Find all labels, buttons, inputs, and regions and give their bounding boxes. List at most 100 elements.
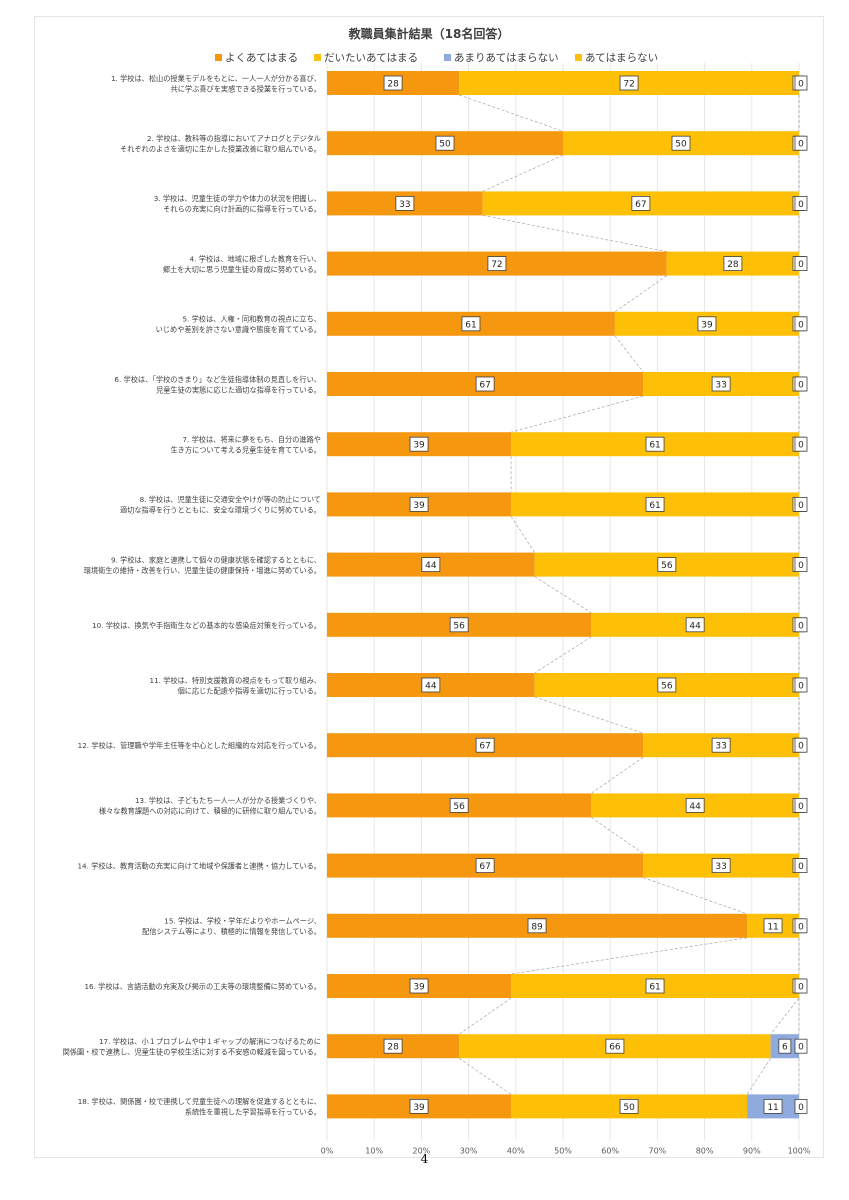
- data-label-q3-s2: 67: [635, 200, 646, 210]
- series-line-1-16: [458, 997, 512, 1035]
- category-label-18-line-2: 系統性を重視した学習指導を行っている。: [185, 1108, 321, 1117]
- data-label-box-q7-s2: [645, 436, 665, 452]
- data-label-box-q3-s1: [395, 195, 415, 211]
- data-label-box-q2-s2: [671, 135, 691, 151]
- series-line-1-2: [482, 154, 564, 192]
- legend-label-2: だいたいあてはまる: [324, 52, 418, 64]
- data-label-box-q4-s1: [487, 256, 507, 272]
- data-label-q4-s1: 72: [491, 260, 502, 270]
- category-label-7-line-1: 7. 学校は、将来に夢をもち、自分の進路や: [182, 435, 321, 444]
- data-label-box-q14-s2: [711, 858, 731, 873]
- data-label-box-q8-s1: [409, 496, 429, 512]
- series-line-1-6: [510, 395, 644, 433]
- data-label-q14-s1: 67: [479, 862, 490, 872]
- x-tick-label-10: 100%: [788, 1146, 811, 1155]
- legend-label-3: あまりあてはまらない: [454, 52, 559, 64]
- data-label-q8-s1: 39: [413, 501, 425, 511]
- data-label-q6-s1: 67: [479, 381, 490, 391]
- category-label-4-line-2: 郷土を大切に思う児童生徒の育成に努めている。: [163, 265, 321, 274]
- data-label-q1-s2: 72: [623, 80, 634, 90]
- data-label-q6-s2: 33: [715, 381, 726, 391]
- x-tick-label-5: 50%: [554, 1146, 572, 1155]
- data-label-q7-s1: 39: [413, 441, 425, 451]
- series-line-1-12: [591, 756, 644, 794]
- category-label-6-line-1: 6. 学校は、「学校のきまり」など生徒指導体制の見直しを行い、: [114, 375, 321, 384]
- data-label-box-q13-s2: [685, 798, 705, 813]
- category-label-16-line-1: 16. 学校は、言語活動の充実及び掲示の工夫等の環境整備に努めている。: [84, 982, 321, 991]
- data-label-box-q17-s2: [605, 1038, 625, 1054]
- data-label-q5-s2: 39: [701, 320, 713, 330]
- data-label-box-q5-s2: [697, 316, 717, 332]
- data-label-q10-s1: 56: [453, 621, 465, 631]
- category-label-11-line-2: 個に応じた配慮や指導を適切に行っている。: [178, 686, 321, 695]
- category-label-3-line-1: 3. 学校は、児童生徒の学力や体力の状況を把握し、: [154, 194, 321, 203]
- data-label-q17-s4: 0: [798, 1043, 804, 1053]
- data-label-q5-s4: 0: [798, 320, 804, 330]
- data-label-box-q9-s2: [657, 557, 677, 572]
- series-line-2-17: [746, 1058, 771, 1095]
- data-label-q15-s4: 0: [798, 922, 804, 932]
- data-label-q9-s4: 0: [798, 561, 804, 571]
- data-label-box-q2-s4: [794, 135, 808, 151]
- data-label-q1-s4: 0: [798, 80, 804, 90]
- page-number: 4: [420, 1152, 429, 1166]
- data-label-q16-s2: 61: [649, 983, 660, 993]
- stacked-bar-chart: 教職員集計結果（18名回答） よくあてはまる だいたいあてはまる あまりあてはまらない…: [63, 26, 811, 1155]
- data-label-box-q17-s3: [778, 1038, 792, 1054]
- data-label-box-q6-s4: [794, 376, 808, 392]
- data-label-box-q16-s1: [409, 978, 429, 994]
- x-tick-label-1: 10%: [365, 1146, 383, 1155]
- category-label-13-line-2: 様々な教育課題への対応に向けて、積極的に研修に取り組んでいる。: [99, 807, 321, 816]
- data-label-box-q10-s2: [685, 617, 705, 633]
- data-label-q7-s2: 61: [649, 441, 660, 451]
- data-label-box-q4-s4: [794, 256, 808, 272]
- x-tick-label-6: 60%: [601, 1146, 619, 1155]
- category-label-8-line-1: 8. 学校は、児童生徒に交通安全やけが等の防止について: [140, 495, 321, 504]
- category-label-14-line-1: 14. 学校は、教育活動の充実に向けて地域や保護者と連携・協力している。: [77, 862, 321, 871]
- category-label-7-line-2: 生き方について考える児童生徒を育てている。: [170, 445, 321, 454]
- data-label-q12-s4: 0: [798, 742, 804, 752]
- category-label-4-line-1: 4. 学校は、地域に根ざした教育を行い、: [190, 254, 321, 263]
- data-label-box-q9-s1: [421, 557, 441, 572]
- x-tick-label-9: 90%: [743, 1146, 761, 1155]
- data-label-q3-s1: 33: [399, 200, 410, 210]
- category-label-5-line-1: 5. 学校は、人権・同和教育の視点に立ち、: [182, 315, 321, 324]
- legend-swatch-4: [575, 54, 582, 61]
- series-line-1-13: [591, 817, 644, 854]
- data-label-q13-s1: 56: [453, 802, 465, 812]
- data-label-q12-s2: 33: [715, 742, 726, 752]
- series-line-1-9: [534, 576, 592, 614]
- data-label-box-q18-s1: [409, 1099, 429, 1114]
- x-tick-label-0: 0%: [321, 1146, 334, 1155]
- data-label-box-q12-s2: [711, 737, 731, 753]
- data-label-q16-s4: 0: [798, 983, 804, 993]
- data-label-box-q6-s2: [711, 376, 731, 392]
- category-label-17-line-1: 17. 学校は、小１プロブレムや中１ギャップの解消につなげるために: [99, 1037, 321, 1046]
- category-label-1-line-2: 共に学ぶ喜びを実感できる授業を行っている。: [171, 84, 321, 93]
- category-label-9-line-1: 9. 学校は、家庭と連携して個々の健康状態を確認するとともに、: [111, 555, 321, 564]
- data-label-q15-s2: 11: [767, 922, 778, 932]
- data-label-box-q8-s4: [794, 496, 808, 512]
- data-label-q8-s2: 61: [649, 501, 660, 511]
- data-label-q11-s1: 44: [425, 682, 437, 692]
- category-label-1-line-1: 1. 学校は、松山の授業モデルをもとに、一人一人が分かる喜び、: [111, 74, 321, 83]
- data-label-q1-s1: 28: [387, 80, 399, 90]
- data-label-box-q15-s2: [763, 918, 783, 934]
- data-label-box-q11-s4: [794, 677, 808, 693]
- series-line-1-14: [643, 877, 748, 915]
- data-label-q2-s1: 50: [439, 140, 451, 150]
- data-label-box-q10-s4: [794, 617, 808, 633]
- data-label-box-q14-s1: [475, 858, 495, 873]
- data-label-q4-s4: 0: [798, 260, 804, 270]
- category-label-10-line-1: 10. 学校は、換気や手指衛生などの基本的な感染症対策を行っている。: [92, 621, 321, 630]
- data-label-q17-s3: 6: [782, 1043, 788, 1053]
- series-line-1-15: [511, 937, 748, 975]
- x-tick-label-2: 20%: [413, 1146, 431, 1155]
- data-label-box-q6-s1: [475, 376, 495, 392]
- x-tick-label-7: 70%: [649, 1146, 667, 1155]
- data-label-q10-s2: 44: [689, 621, 701, 631]
- x-tick-label-4: 40%: [507, 1146, 525, 1155]
- data-label-box-q5-s1: [461, 316, 481, 332]
- category-label-12-line-1: 12. 学校は、管理職や学年主任等を中心とした組織的な対応を行っている。: [78, 741, 321, 750]
- series-line-1-5: [614, 335, 644, 373]
